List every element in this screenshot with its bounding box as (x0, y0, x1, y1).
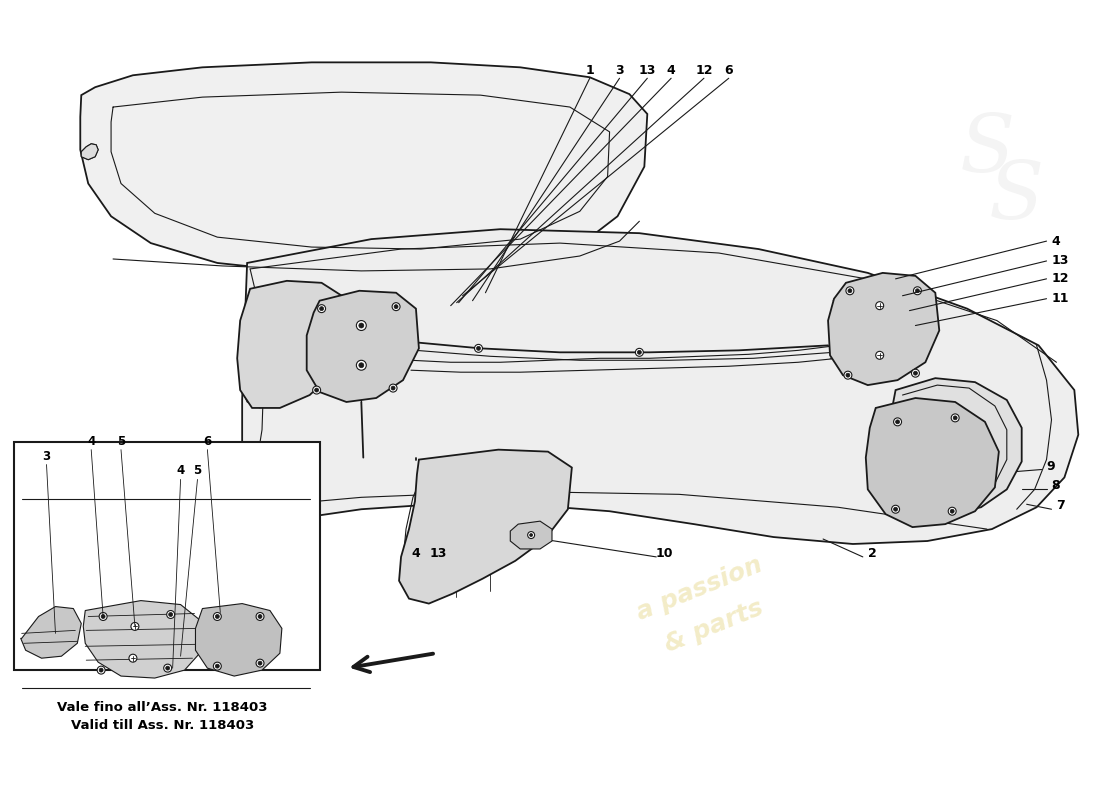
Circle shape (846, 286, 854, 294)
Polygon shape (196, 603, 282, 676)
Polygon shape (888, 378, 1022, 514)
Text: 1: 1 (585, 64, 594, 77)
Polygon shape (866, 398, 999, 527)
Circle shape (167, 610, 175, 618)
Circle shape (846, 373, 850, 377)
Circle shape (637, 350, 641, 354)
Circle shape (99, 613, 107, 621)
Text: 5: 5 (194, 465, 201, 478)
Circle shape (474, 344, 483, 352)
Circle shape (876, 351, 883, 359)
Circle shape (131, 622, 139, 630)
Polygon shape (21, 606, 81, 658)
Polygon shape (828, 273, 939, 385)
Text: Vale fino all’Ass. Nr. 118403: Vale fino all’Ass. Nr. 118403 (57, 702, 268, 714)
Polygon shape (81, 144, 98, 160)
Text: 4: 4 (176, 465, 185, 478)
Polygon shape (84, 601, 202, 678)
Text: 3: 3 (615, 64, 624, 77)
Circle shape (392, 302, 400, 310)
Polygon shape (249, 243, 1056, 529)
Text: 13: 13 (1052, 254, 1069, 267)
Text: 12: 12 (1052, 272, 1069, 286)
Text: 4: 4 (411, 547, 420, 560)
Circle shape (529, 534, 532, 537)
Text: a passion: a passion (632, 553, 766, 625)
Circle shape (101, 614, 106, 618)
Text: S: S (989, 158, 1044, 235)
Text: 7: 7 (1056, 499, 1065, 512)
Circle shape (312, 386, 320, 394)
Circle shape (954, 416, 957, 420)
Polygon shape (238, 281, 350, 408)
Circle shape (318, 305, 326, 313)
Polygon shape (307, 290, 419, 402)
Circle shape (164, 664, 172, 672)
Circle shape (129, 654, 136, 662)
Text: 2: 2 (868, 547, 877, 560)
Text: 12: 12 (695, 64, 713, 77)
Text: 5: 5 (117, 434, 125, 448)
Text: 9: 9 (1046, 459, 1055, 473)
Text: Valid till Ass. Nr. 118403: Valid till Ass. Nr. 118403 (72, 719, 254, 732)
Text: S: S (959, 111, 1014, 189)
Text: 13: 13 (639, 64, 656, 77)
FancyBboxPatch shape (14, 442, 320, 670)
Circle shape (895, 420, 900, 424)
Circle shape (528, 531, 535, 538)
Text: 10: 10 (656, 547, 673, 560)
Circle shape (893, 507, 898, 511)
Circle shape (389, 384, 397, 392)
Circle shape (392, 386, 395, 390)
Circle shape (394, 305, 398, 309)
Text: 8: 8 (1052, 479, 1060, 492)
Circle shape (99, 668, 103, 672)
Circle shape (913, 371, 917, 375)
Text: 4: 4 (1052, 234, 1060, 248)
Circle shape (952, 414, 959, 422)
Circle shape (213, 662, 221, 670)
Circle shape (256, 659, 264, 667)
Circle shape (636, 348, 644, 356)
Circle shape (476, 346, 481, 350)
Circle shape (320, 306, 323, 310)
Circle shape (848, 289, 851, 293)
Circle shape (844, 371, 851, 379)
Circle shape (948, 507, 956, 515)
Text: 4: 4 (667, 64, 675, 77)
Circle shape (356, 321, 366, 330)
Polygon shape (399, 450, 572, 603)
Polygon shape (510, 521, 552, 549)
Circle shape (893, 418, 902, 426)
Text: 11: 11 (1052, 292, 1069, 306)
Circle shape (216, 664, 219, 668)
Circle shape (168, 613, 173, 617)
Circle shape (915, 289, 920, 293)
Polygon shape (242, 229, 1078, 544)
Circle shape (356, 360, 366, 370)
Circle shape (213, 613, 221, 621)
Circle shape (97, 666, 106, 674)
Text: 6: 6 (725, 64, 733, 77)
Circle shape (913, 286, 922, 294)
Circle shape (359, 323, 364, 328)
Circle shape (258, 614, 262, 618)
Circle shape (258, 661, 262, 665)
Circle shape (359, 362, 364, 368)
Circle shape (315, 388, 319, 392)
Circle shape (892, 506, 900, 514)
Text: 6: 6 (204, 434, 211, 448)
Text: 4: 4 (87, 434, 96, 448)
Polygon shape (80, 62, 647, 276)
Circle shape (256, 613, 264, 621)
Text: 3: 3 (43, 450, 51, 462)
Circle shape (166, 666, 169, 670)
Text: & parts: & parts (661, 596, 767, 657)
Circle shape (912, 370, 920, 377)
Circle shape (876, 302, 883, 310)
Circle shape (216, 614, 219, 618)
Circle shape (950, 510, 954, 514)
Text: 13: 13 (429, 547, 447, 560)
